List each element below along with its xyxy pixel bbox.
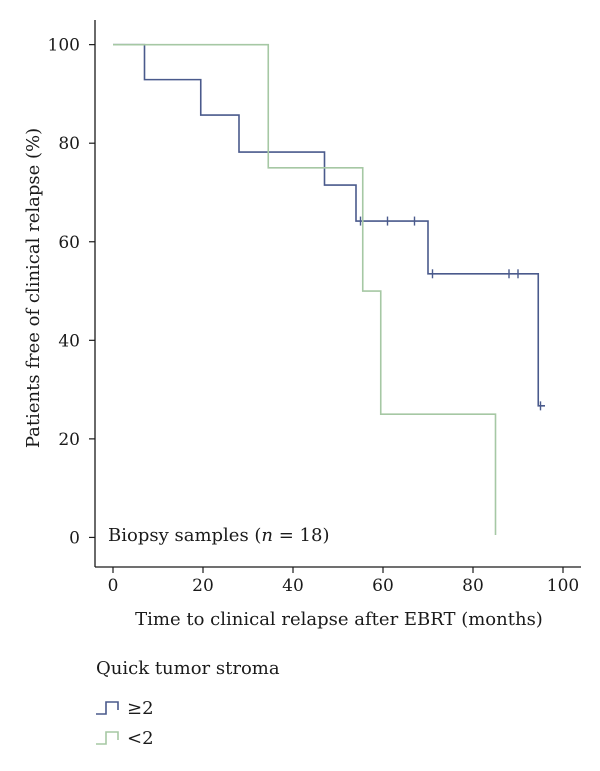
- legend: ≥2<2: [96, 698, 154, 749]
- sample-size-annotation: Biopsy samples (n = 18): [108, 525, 329, 546]
- y-axis-title: Patients free of clinical relapse (%): [23, 128, 44, 448]
- legend-swatch-1: [96, 701, 119, 715]
- plot-area: 0 20 40 60 80 100 0 20 40 60 80 100: [48, 20, 581, 596]
- series-line-1: [113, 43, 545, 407]
- y-tick-label-20: 20: [58, 430, 80, 450]
- x-tick-label-20: 20: [192, 576, 214, 596]
- y-tick-label-100: 100: [48, 36, 80, 56]
- x-axis-title: Time to clinical relapse after EBRT (mon…: [135, 609, 543, 630]
- y-tick-label-60: 60: [58, 233, 80, 253]
- legend-label-1: ≥2: [127, 698, 154, 719]
- legend-swatch-2: [96, 731, 119, 745]
- x-tick-label-100: 100: [547, 576, 579, 596]
- annotation-suffix: = 18): [273, 525, 329, 546]
- legend-title: Quick tumor stroma: [96, 658, 280, 679]
- x-tick-label-80: 80: [462, 576, 484, 596]
- legend-label-2: <2: [127, 728, 154, 749]
- y-tick-label-0: 0: [69, 528, 80, 548]
- y-tick-label-40: 40: [58, 331, 80, 351]
- y-tick-label-80: 80: [58, 134, 80, 154]
- annotation-n: n: [261, 525, 273, 546]
- x-tick-label-0: 0: [108, 576, 119, 596]
- x-tick-label-40: 40: [282, 576, 304, 596]
- x-tick-label-60: 60: [372, 576, 394, 596]
- series-line-2: [113, 43, 497, 535]
- annotation-prefix: Biopsy samples (: [108, 525, 261, 546]
